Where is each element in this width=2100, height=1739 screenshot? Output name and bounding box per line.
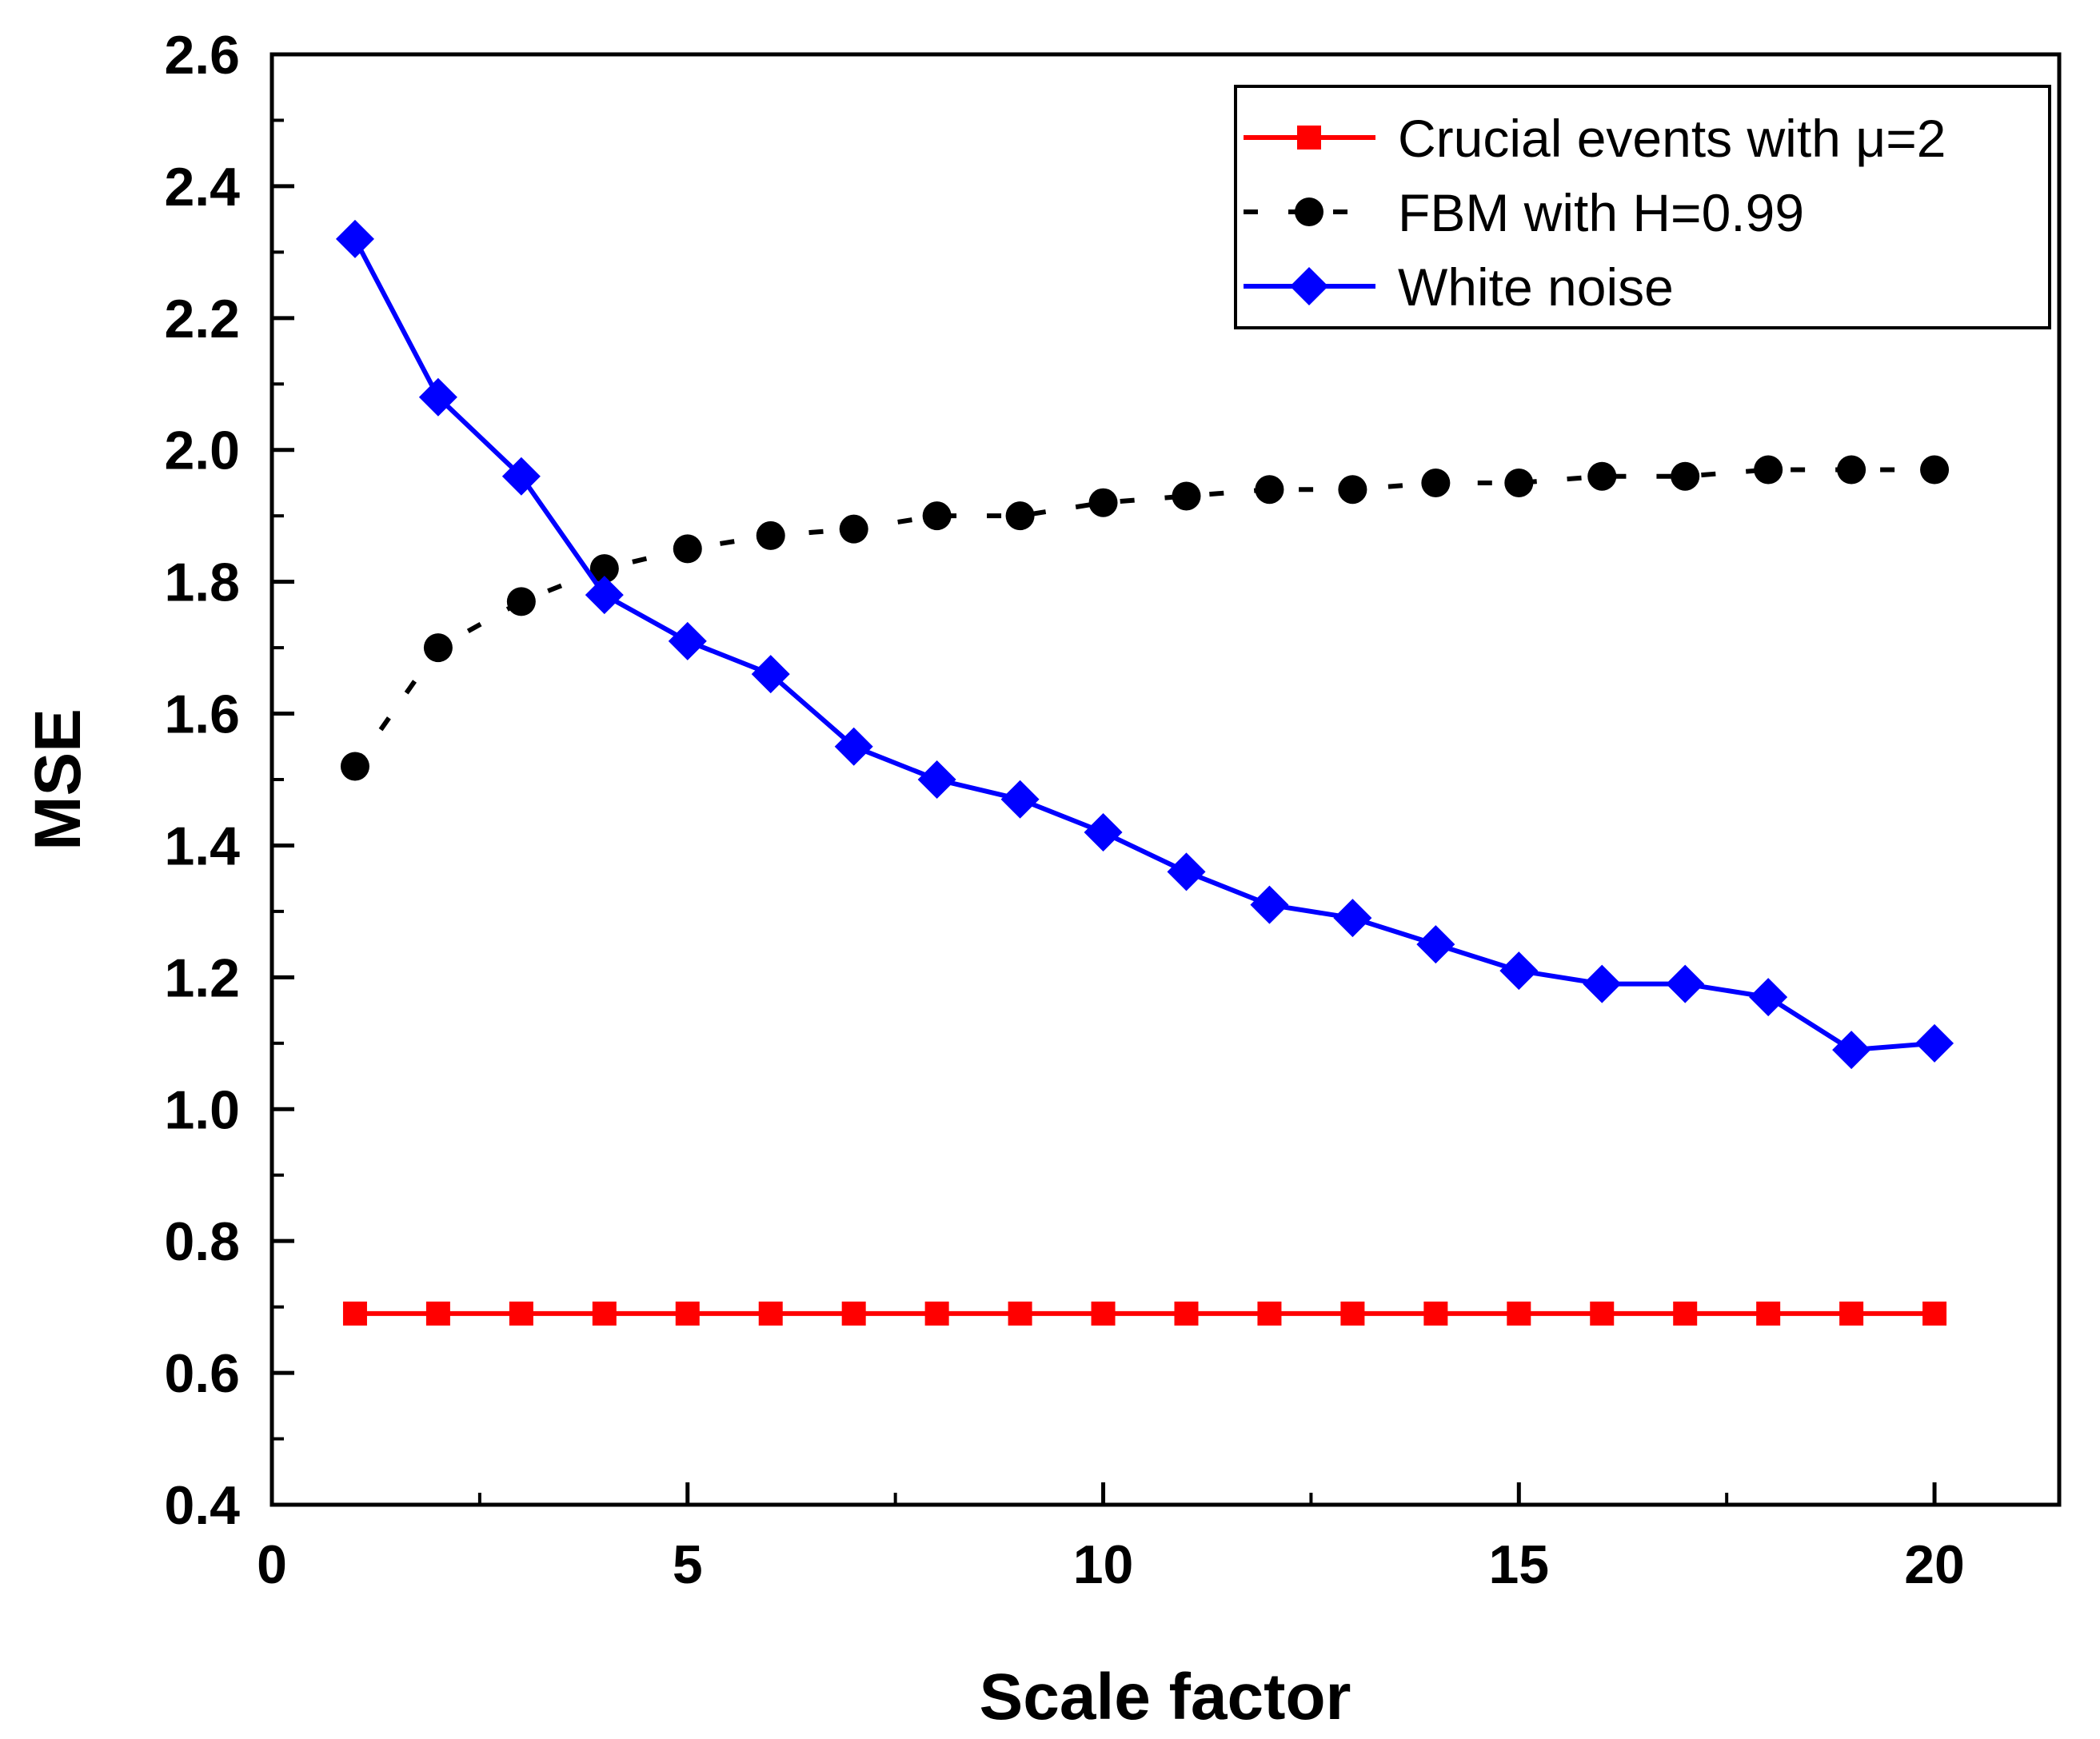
data-point-marker [585,576,624,615]
legend: Crucial events with μ=2 FBM with H=0.99 Wh… [1234,85,2051,329]
x-axis-title: Scale factor [980,1661,1351,1733]
y-tick-label: 0.8 [164,1211,240,1272]
data-point-marker [340,752,369,781]
data-point-marker [1590,1301,1615,1326]
data-point-marker [1749,978,1788,1017]
data-point-marker [1507,1301,1531,1326]
y-tick-label: 2.6 [164,25,240,86]
axis-ticks: 0 5 10 15 20 0.4 0.6 0.8 1.0 1.2 1.4 1.6 1.8 2.0 2.2 2.… [164,25,1964,1595]
y-tick-label: 1.6 [164,684,240,745]
data-point-marker [506,587,536,616]
series-2 [340,455,1950,781]
data-point-marker [342,1301,367,1326]
data-point-marker [1172,481,1201,511]
data-point-marker [673,534,702,564]
y-tick-label: 2.0 [164,421,240,481]
data-point-marker [1088,488,1118,517]
data-point-marker [841,1301,866,1326]
data-point-marker [1174,1301,1199,1326]
y-tick-label: 0.4 [164,1475,240,1536]
data-point-marker [1673,1301,1698,1326]
data-point-marker [834,727,873,766]
data-point-marker [1167,852,1206,891]
legend-marker [1290,267,1328,305]
data-point-marker [1416,925,1455,964]
y-tick-label: 2.2 [164,289,240,349]
data-point-marker [589,554,619,584]
data-point-marker [1005,501,1035,531]
data-point-marker [1587,461,1617,491]
y-tick-label: 2.4 [164,157,240,217]
data-point-marker [1250,885,1289,924]
data-point-marker [1000,780,1040,819]
data-point-marker [668,621,707,660]
data-point-marker [1837,455,1866,485]
data-point-marker [1084,812,1123,852]
data-point-marker [1504,468,1534,497]
data-point-marker [418,377,457,417]
data-point-marker [1756,1301,1781,1326]
legend-items: Crucial events with μ=2 FBM with H=0.99 Wh… [1244,109,1946,317]
data-point-marker [758,1301,783,1326]
series-3 [335,219,1954,1070]
legend-label: FBM with H=0.99 [1398,183,1804,242]
x-tick-label: 5 [673,1534,703,1595]
x-tick-label: 0 [257,1534,287,1595]
data-point-marker [1832,1031,1871,1070]
data-point-marker [922,501,952,531]
data-point-marker [1666,964,1705,1003]
legend-marker [1297,126,1321,150]
data-point-marker [1255,475,1284,505]
data-point-marker [1915,1023,1954,1063]
legend-entry-2: FBM with H=0.99 [1244,183,1804,242]
x-tick-label: 10 [1073,1534,1134,1595]
data-point-marker [1257,1301,1282,1326]
data-point-marker [1920,455,1950,485]
data-point-marker [1583,964,1622,1003]
data-point-marker [1922,1301,1947,1326]
data-point-marker [751,655,790,694]
series-1 [342,1301,1947,1326]
data-point-marker [1340,1301,1365,1326]
data-point-marker [924,1301,949,1326]
y-tick-label: 1.8 [164,552,240,613]
data-point-marker [756,521,785,550]
data-point-marker [1754,455,1783,485]
data-point-marker [675,1301,700,1326]
series-line [353,237,1935,1053]
x-tick-label: 20 [1904,1534,1965,1595]
data-point-marker [1839,1301,1864,1326]
series-line [353,467,1935,768]
y-tick-label: 1.0 [164,1079,240,1140]
y-tick-label: 1.4 [164,816,240,876]
legend-label: Crucial events with μ=2 [1398,109,1946,168]
data-point-marker [839,514,868,544]
data-point-marker [501,457,541,496]
y-tick-label: 1.2 [164,947,240,1008]
data-point-marker [1333,899,1372,938]
data-point-marker [425,1301,450,1326]
data-point-marker [1671,461,1700,491]
data-point-marker [1338,475,1367,505]
y-axis-title: MSE [22,708,94,851]
data-point-marker [592,1301,617,1326]
data-point-marker [423,633,453,663]
legend-entry-1: Crucial events with μ=2 [1244,109,1946,168]
data-point-marker [1421,468,1451,497]
series-layer [335,219,1954,1326]
data-point-marker [1423,1301,1448,1326]
y-tick-label: 0.6 [164,1343,240,1404]
data-point-marker [1091,1301,1116,1326]
data-point-marker [1008,1301,1032,1326]
data-point-marker [1499,951,1539,991]
x-tick-label: 15 [1488,1534,1549,1595]
legend-marker [1295,197,1323,226]
data-point-marker [335,219,374,258]
data-point-marker [917,760,956,799]
data-point-marker [509,1301,533,1326]
legend-entry-3: White noise [1244,257,1674,317]
legend-label: White noise [1398,257,1674,317]
